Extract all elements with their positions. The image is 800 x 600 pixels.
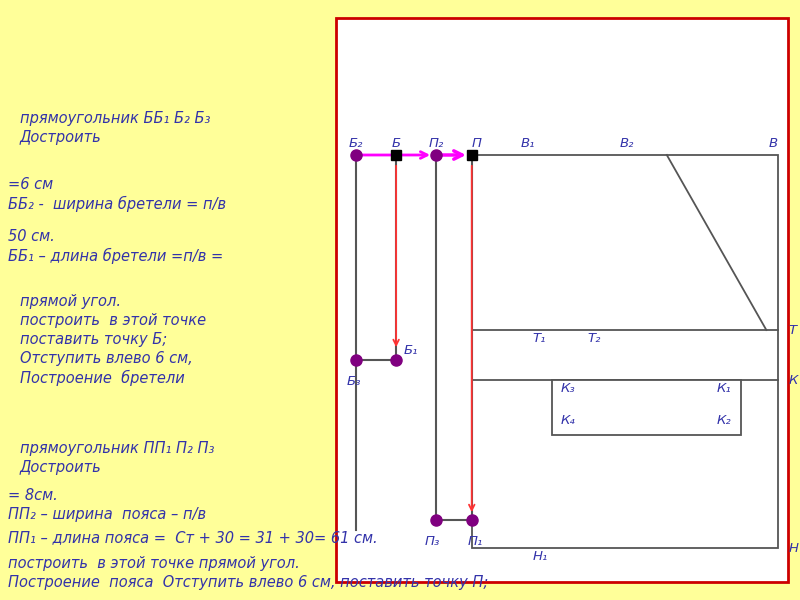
Text: Достроить: Достроить — [20, 460, 102, 475]
Text: 50 см.: 50 см. — [8, 229, 54, 244]
Text: = 8см.: = 8см. — [8, 488, 58, 503]
Text: Достроить: Достроить — [20, 130, 102, 145]
Text: Н: Н — [788, 541, 798, 554]
Text: К₄: К₄ — [560, 414, 575, 427]
Text: =6 см: =6 см — [8, 177, 53, 192]
Text: К₃: К₃ — [560, 382, 575, 395]
Text: В₂: В₂ — [620, 137, 634, 150]
Text: Т₁: Т₁ — [533, 332, 546, 345]
Text: В: В — [769, 137, 778, 150]
Text: Б₃: Б₃ — [347, 375, 362, 388]
Text: П₁: П₁ — [468, 535, 483, 548]
Text: Отступить влево 6 см,: Отступить влево 6 см, — [20, 351, 193, 366]
Text: В₁: В₁ — [520, 137, 534, 150]
Text: прямоугольник ПП₁ П₂ П₃: прямоугольник ПП₁ П₂ П₃ — [20, 441, 214, 456]
Text: построить  в этой точке: построить в этой точке — [20, 313, 206, 328]
Text: ББ₂ -  ширина бретели = п/в: ББ₂ - ширина бретели = п/в — [8, 196, 226, 212]
Text: К₁: К₁ — [717, 382, 731, 395]
Text: Б₂: Б₂ — [349, 137, 363, 150]
Text: Т: Т — [788, 323, 796, 337]
Bar — [552, 380, 742, 435]
Bar — [336, 18, 788, 582]
Text: построить  в этой точке прямой угол.: построить в этой точке прямой угол. — [8, 556, 300, 571]
Text: ББ₁ – длина бретели =п/в =: ББ₁ – длина бретели =п/в = — [8, 248, 223, 264]
Text: П: П — [472, 137, 482, 150]
Text: П₂: П₂ — [428, 137, 444, 150]
Text: К: К — [788, 373, 798, 386]
Text: ПП₁ – длина пояса =  Ст + 30 = 31 + 30= 61 см.: ПП₁ – длина пояса = Ст + 30 = 31 + 30= 6… — [8, 530, 378, 545]
Text: Построение  бретели: Построение бретели — [20, 370, 185, 386]
Text: Б: Б — [391, 137, 401, 150]
Bar — [472, 155, 778, 548]
Text: Т₂: Т₂ — [587, 332, 601, 345]
Text: К₂: К₂ — [717, 414, 731, 427]
Text: прямоугольник ББ₁ Б₂ Б₃: прямоугольник ББ₁ Б₂ Б₃ — [20, 111, 210, 126]
Text: Построение  пояса  Отступить влево 6 см, поставить точку П;: Построение пояса Отступить влево 6 см, п… — [8, 575, 488, 590]
Text: Н₁: Н₁ — [533, 550, 548, 563]
Text: П₃: П₃ — [424, 535, 440, 548]
Text: поставить точку Б;: поставить точку Б; — [20, 332, 167, 347]
Text: Б₁: Б₁ — [404, 344, 418, 357]
Text: ПП₂ – ширина  пояса – п/в: ПП₂ – ширина пояса – п/в — [8, 507, 206, 522]
Text: прямой угол.: прямой угол. — [20, 294, 121, 309]
